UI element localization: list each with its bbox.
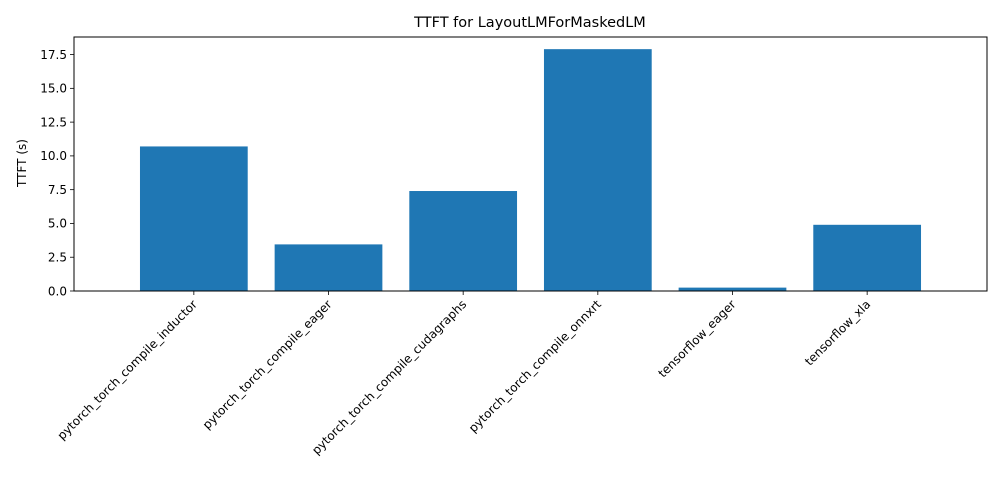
y-tick-label: 17.5 — [40, 48, 67, 62]
bar — [274, 244, 383, 291]
plot-frame — [73, 36, 988, 292]
y-tick-label: 10.0 — [40, 149, 67, 163]
y-tick-label: 12.5 — [40, 115, 67, 129]
y-tick-label: 5.0 — [48, 217, 67, 231]
chart-title: TTFT for LayoutLMForMaskedLM — [413, 15, 646, 31]
bars-group — [139, 49, 922, 291]
bar — [409, 191, 518, 291]
bar — [543, 49, 652, 291]
y-tick-label: 15.0 — [40, 82, 67, 96]
bar — [813, 224, 922, 291]
y-tick-label: 0.0 — [48, 284, 67, 298]
bar — [139, 146, 248, 291]
y-tick-label: 2.5 — [48, 251, 67, 265]
y-axis: 0.0 2.5 5.0 7.5 10.0 12.5 15.0 17.5 — [40, 48, 74, 298]
y-axis-label: TTFT (s) — [15, 139, 29, 188]
y-tick-label: 7.5 — [48, 183, 67, 197]
bar — [678, 287, 787, 291]
